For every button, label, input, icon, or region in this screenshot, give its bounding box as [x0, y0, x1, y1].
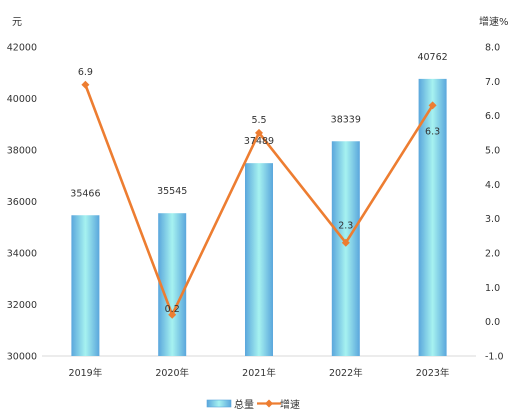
x-tick-label: 2020年 [155, 367, 189, 379]
right-axis-unit: 增速% [479, 15, 509, 28]
right-tick-label: 1.0 [485, 283, 500, 294]
right-tick-label: 7.0 [485, 77, 500, 88]
line-value-label: 5.5 [251, 115, 266, 126]
line-value-label: 6.9 [78, 67, 93, 78]
legend: 总量 增速 [206, 398, 300, 411]
bar-value-label: 35466 [70, 188, 100, 199]
right-tick-label: -1.0 [485, 352, 504, 363]
bar-value-label: 40762 [417, 52, 447, 63]
x-axis-ticks: 2019年 2020年 2021年 2022年 2023年 [69, 367, 450, 379]
bar-data-labels: 35466 35545 37489 38339 40762 [70, 52, 447, 199]
x-tick-label: 2023年 [416, 367, 450, 379]
left-tick-label: 36000 [7, 197, 37, 208]
right-tick-label: 0.0 [485, 317, 500, 328]
line-marker [255, 128, 263, 137]
line-marker [428, 101, 437, 110]
x-tick-label: 2022年 [329, 367, 363, 379]
line-value-label: 2.3 [338, 221, 353, 232]
line-value-label: 0.2 [165, 304, 180, 315]
right-tick-label: 6.0 [485, 111, 500, 122]
line-series [81, 80, 437, 319]
left-tick-label: 34000 [7, 249, 37, 260]
legend-bar-label: 总量 [234, 398, 254, 411]
bar [158, 213, 187, 356]
left-axis-unit: 元 [12, 17, 22, 28]
bar [418, 78, 447, 356]
legend-line-marker [265, 399, 273, 408]
bar-value-label: 37489 [244, 136, 274, 147]
legend-bar-swatch [206, 399, 232, 408]
left-tick-label: 42000 [7, 43, 37, 54]
line-marker [168, 310, 177, 319]
right-tick-label: 3.0 [485, 214, 500, 225]
bar-value-label: 35545 [157, 186, 187, 197]
left-tick-label: 30000 [7, 352, 37, 363]
legend-line-label: 增速 [280, 398, 300, 411]
line-data-labels: 6.9 0.2 5.5 2.3 6.3 [78, 67, 440, 315]
x-tick-label: 2021年 [242, 367, 276, 379]
right-tick-label: 2.0 [485, 249, 500, 260]
bar-value-label: 38339 [331, 114, 361, 125]
bar [245, 163, 273, 356]
left-axis-ticks: 30000 32000 34000 36000 38000 40000 42000 [7, 43, 37, 363]
right-axis-ticks: -1.0 0.0 1.0 2.0 3.0 4.0 5.0 6.0 7.0 8.0 [485, 43, 504, 363]
line-marker [341, 238, 350, 247]
left-tick-label: 32000 [7, 300, 37, 311]
bar-series [71, 78, 447, 356]
right-tick-label: 4.0 [485, 180, 500, 191]
x-tick-label: 2019年 [69, 367, 103, 379]
left-tick-label: 38000 [7, 146, 37, 157]
line-value-label: 6.3 [425, 126, 440, 137]
line-marker [81, 80, 90, 89]
bar [331, 141, 360, 356]
right-tick-label: 8.0 [485, 43, 500, 54]
bar [71, 215, 100, 356]
left-tick-label: 40000 [7, 94, 37, 105]
right-tick-label: 5.0 [485, 146, 500, 157]
